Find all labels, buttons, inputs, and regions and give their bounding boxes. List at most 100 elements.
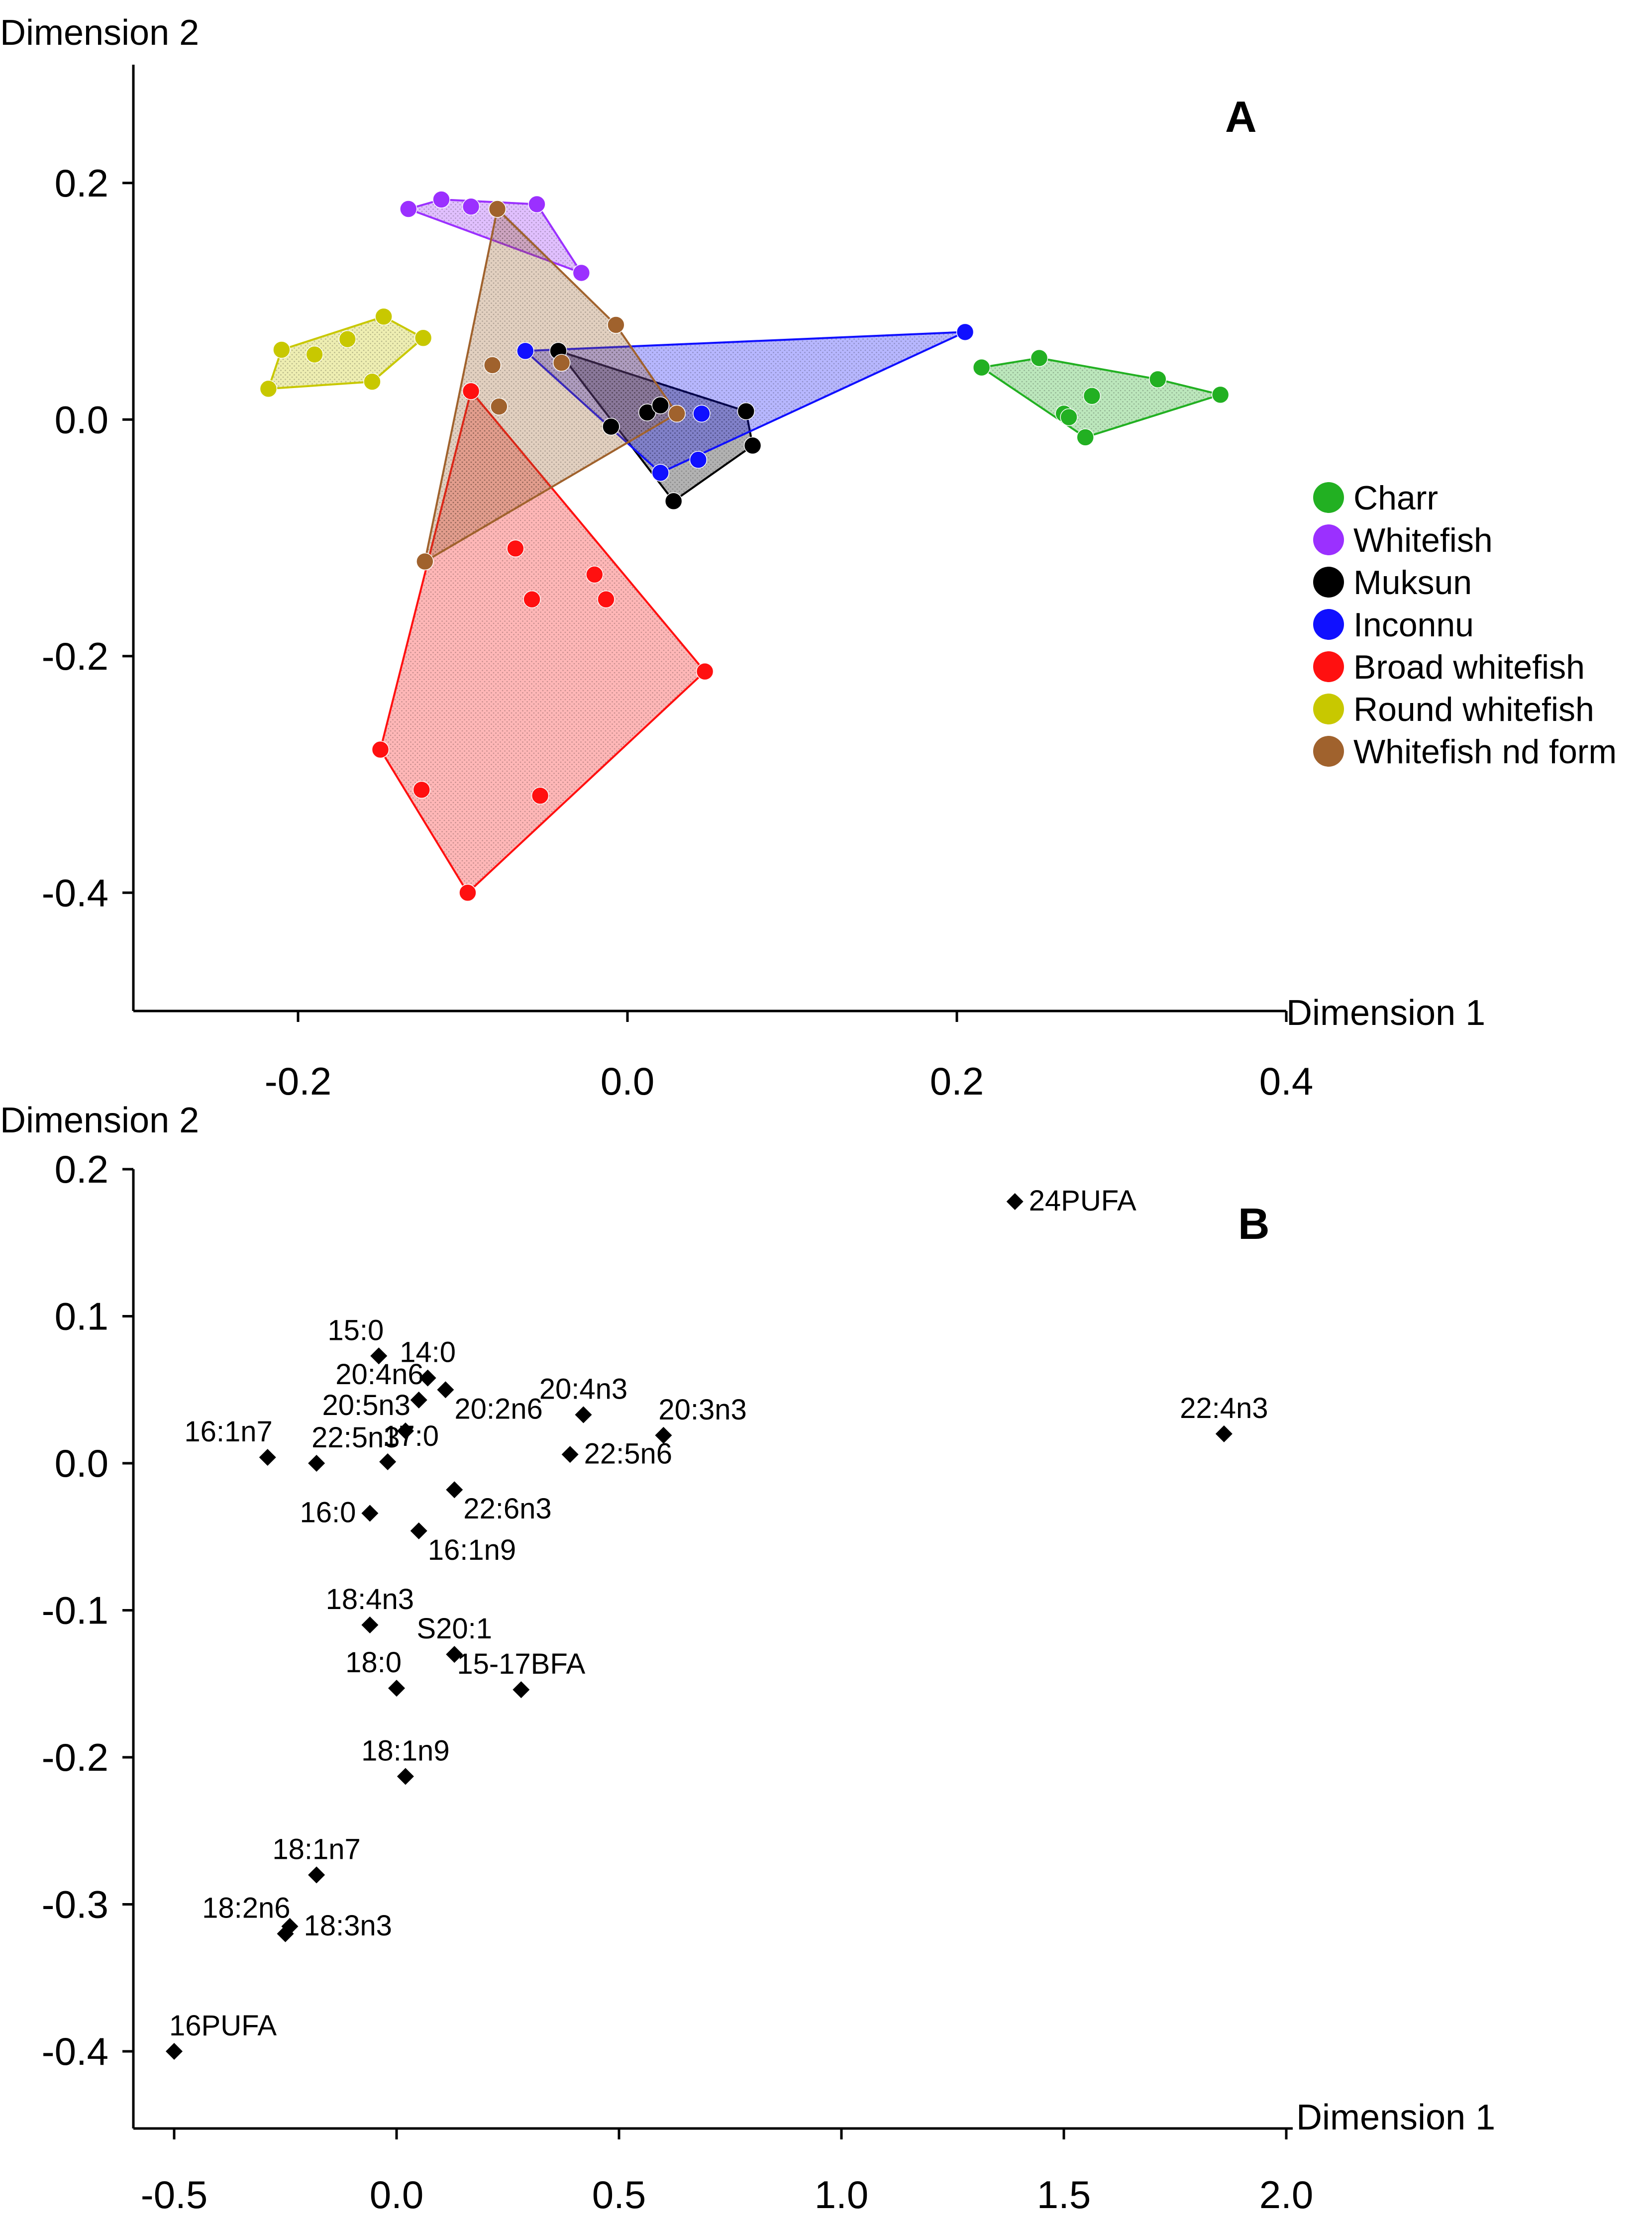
- point-broad-whitefish-4: [597, 590, 615, 608]
- point-label-18-2n6: 18:2n6: [202, 1892, 290, 1924]
- point-label-24pufa: 24PUFA: [1029, 1185, 1136, 1217]
- x-tick-label: 1.0: [815, 2173, 868, 2217]
- point-whitefish-3: [528, 195, 546, 213]
- y-tick-label: -0.1: [42, 1589, 108, 1632]
- point-label-20-3n3: 20:3n3: [658, 1394, 746, 1426]
- x-tick-label: 0.5: [592, 2173, 646, 2217]
- point-broad-whitefish-6: [371, 740, 390, 759]
- panel-a-points: [259, 191, 1230, 902]
- marker-17-0: [379, 1453, 397, 1471]
- marker-16-1n7: [259, 1449, 276, 1466]
- point-broad-whitefish-8: [531, 787, 549, 805]
- point-round-whitefish-5: [414, 329, 432, 347]
- point-label-15-17bfa: 15-17BFA: [457, 1648, 585, 1680]
- panel-b-x-ticks: -0.5 0.0 0.5 1.0 1.5 2.0: [141, 2128, 1313, 2217]
- point-charr-3: [1060, 408, 1078, 426]
- y-tick-label: 0.0: [55, 1441, 108, 1485]
- point-round-whitefish-1: [306, 345, 323, 364]
- x-tick-label: 1.5: [1037, 2173, 1091, 2217]
- panel-b-y-axis-title: Dimension 2: [0, 1101, 199, 1140]
- x-tick-label: 0.0: [601, 1059, 654, 1103]
- point-label-18-1n9: 18:1n9: [361, 1734, 449, 1767]
- marker-20-3n3: [655, 1426, 672, 1444]
- point-charr-5: [1083, 387, 1101, 405]
- legend-label-whitefish-nd-form: Whitefish nd form: [1353, 733, 1617, 771]
- y-tick-label: -0.3: [42, 1883, 108, 1926]
- point-round-whitefish-3: [375, 307, 393, 326]
- marker-24pufa: [1006, 1193, 1024, 1211]
- point-round-whitefish-6: [259, 380, 278, 398]
- y-tick-label: 0.0: [55, 398, 108, 441]
- panel-a: 0.2 0.0 -0.2 -0.4 -0.2 0.0 0.2 0.4 Dimension 2…: [0, 13, 1617, 1103]
- marker-20-2n6: [437, 1381, 454, 1399]
- point-whitefish-2: [462, 198, 480, 216]
- panel-a-x-ticks: -0.2 0.0 0.2 0.4: [265, 1011, 1313, 1103]
- marker-18-1n9: [397, 1768, 414, 1785]
- point-label-18-1n7: 18:1n7: [272, 1833, 360, 1865]
- panel-b: 24PUFA 22:4n3 15:0 14:020:4n6 20:2n6 20:5n3 16…: [0, 1101, 1495, 2217]
- marker-15-0: [370, 1347, 388, 1365]
- hull-outline-round-whitefish: [267, 315, 424, 390]
- marker-22-4n3: [1215, 1425, 1233, 1442]
- point-label-16-0: 16:0: [300, 1496, 356, 1528]
- panel-a-hulls: [267, 199, 1222, 894]
- point-label-15-0: 15:0: [327, 1314, 384, 1346]
- legend-swatch-whitefish: [1313, 524, 1344, 555]
- point-muksun-3: [651, 396, 669, 414]
- panel-b-y-ticks: 0.2 0.1 0.0 -0.1 -0.2 -0.3 -0.4: [42, 1147, 133, 2073]
- point-label-22-6n3: 22:6n3: [463, 1493, 551, 1525]
- point-broad-whitefish-7: [413, 781, 430, 799]
- point-muksun-1: [602, 417, 620, 436]
- legend-swatch-round-whitefish: [1313, 694, 1344, 724]
- point-inconnu-0: [516, 342, 534, 360]
- point-round-whitefish-2: [338, 330, 357, 348]
- y-tick-label: -0.4: [42, 871, 108, 914]
- point-label-20-4n6: 20:4n6: [335, 1358, 423, 1391]
- point-label-16pufa: 16PUFA: [169, 2010, 277, 2042]
- point-label-18-3n3: 18:3n3: [304, 1910, 392, 1942]
- point-charr-7: [1211, 386, 1230, 404]
- point-inconnu-1: [651, 464, 669, 482]
- point-label-20-2n6: 20:2n6: [454, 1393, 542, 1425]
- x-tick-label: -0.2: [265, 1059, 331, 1103]
- y-tick-label: -0.2: [42, 1735, 108, 1779]
- marker-18-0: [388, 1680, 405, 1697]
- legend-label-inconnu: Inconnu: [1353, 606, 1474, 644]
- point-inconnu-4: [956, 323, 974, 341]
- legend-label-muksun: Muksun: [1353, 564, 1472, 602]
- point-broad-whitefish-0: [462, 382, 480, 400]
- point-label-22-5n3: 22:5n3: [311, 1421, 400, 1454]
- point-label-16-1n7: 16:1n7: [184, 1415, 272, 1448]
- marker-20-4n6: [410, 1391, 427, 1409]
- point-charr-6: [1149, 370, 1167, 389]
- point-whitefish-nd-form-5: [668, 404, 686, 423]
- point-whitefish-0: [400, 200, 417, 218]
- marker-14-0: [419, 1369, 436, 1387]
- panel-a-y-ticks: 0.2 0.0 -0.2 -0.4: [42, 161, 133, 914]
- x-tick-label: -0.5: [141, 2173, 207, 2217]
- x-tick-label: 0.0: [370, 2173, 423, 2217]
- marker-16-0: [361, 1505, 379, 1522]
- legend-swatch-whitefish-nd-form: [1313, 736, 1344, 767]
- marker-22-5n3: [308, 1455, 325, 1472]
- point-whitefish-nd-form-1: [607, 316, 625, 334]
- legend-label-broad-whitefish: Broad whitefish: [1353, 648, 1585, 686]
- point-label-14-0: 14:0: [400, 1336, 456, 1369]
- point-broad-whitefish-2: [523, 590, 541, 608]
- point-muksun-4: [664, 492, 683, 510]
- x-tick-label: 0.4: [1259, 1059, 1313, 1103]
- marker-s20-1: [446, 1646, 463, 1663]
- point-label-17-0: 17:0: [383, 1420, 439, 1452]
- legend-label-round-whitefish: Round whitefish: [1353, 691, 1594, 728]
- point-label-18-4n3: 18:4n3: [326, 1583, 414, 1616]
- point-label-18-0: 18:0: [345, 1646, 402, 1679]
- panel-a-letter: A: [1225, 92, 1257, 141]
- point-label-22-5n6: 22:5n6: [584, 1437, 672, 1470]
- marker-18-3n3: [281, 1918, 299, 1935]
- point-label-22-4n3: 22:4n3: [1180, 1392, 1268, 1424]
- point-whitefish-nd-form-6: [416, 552, 434, 571]
- panel-b-x-axis-title: Dimension 1: [1296, 2098, 1495, 2137]
- marker-16-1n9: [410, 1522, 427, 1539]
- legend-swatch-muksun: [1313, 567, 1344, 598]
